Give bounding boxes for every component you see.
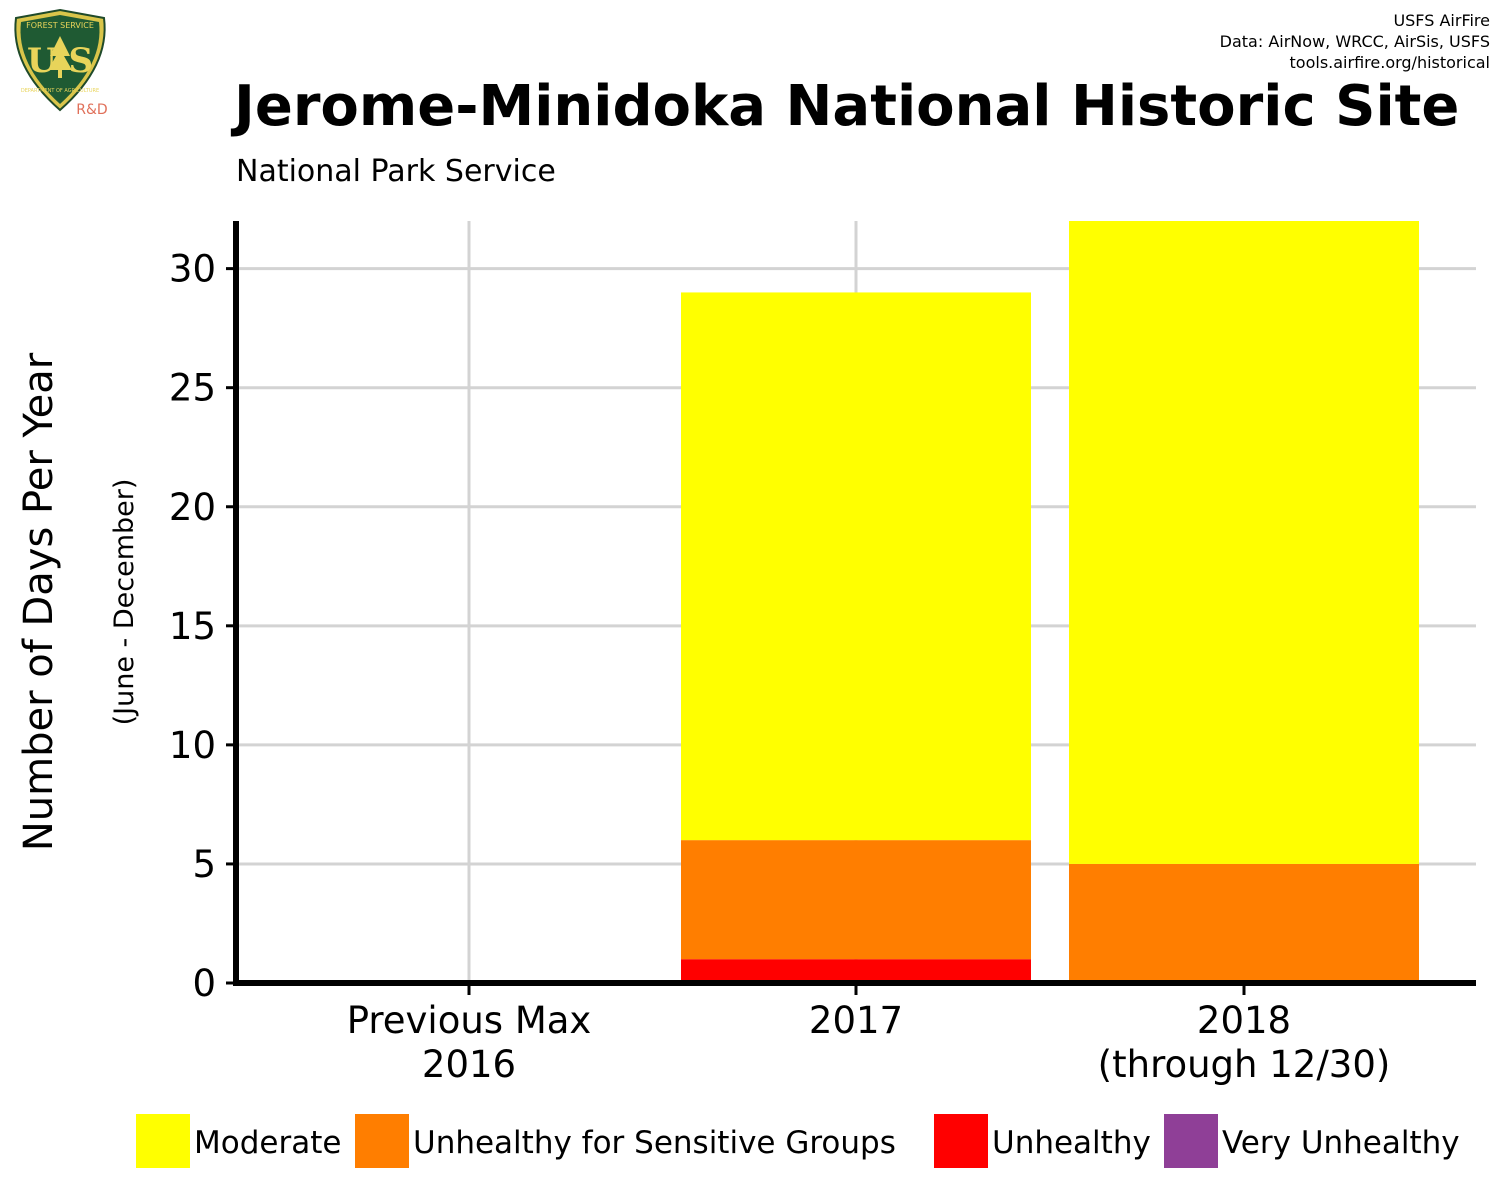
bar-segment: [681, 840, 1031, 960]
usfs-logo: FOREST SERVICE U S DEPARTMENT OF AGRICUL…: [14, 8, 108, 118]
tree-icon: [48, 36, 72, 78]
legend-label: Moderate: [194, 1125, 341, 1161]
logo-bottom-text: DEPARTMENT OF AGRICULTURE: [21, 88, 99, 94]
legend-swatch: [1164, 1114, 1218, 1168]
bar-segment: [1069, 221, 1419, 864]
x-tick-label: Previous Max: [347, 999, 592, 1042]
bars: [681, 221, 1419, 983]
credits-line-2: Data: AirNow, WRCC, AirSis, USFS: [1219, 32, 1490, 51]
x-tick-label: 2017: [809, 999, 903, 1042]
chart-subtitle: National Park Service: [236, 154, 556, 189]
bar-segment: [681, 959, 1031, 983]
y-tick-label: 0: [192, 962, 216, 1005]
y-tick-label: 25: [169, 367, 216, 410]
legend-label: Unhealthy for Sensitive Groups: [413, 1125, 896, 1161]
logo-rd-tag: R&D: [76, 102, 107, 118]
x-tick-label: (through 12/30): [1098, 1043, 1391, 1086]
bar-segment: [1069, 863, 1419, 983]
y-tick-label: 30: [169, 248, 216, 291]
axes: [226, 221, 1476, 995]
legend-label: Unhealthy: [992, 1125, 1151, 1161]
legend-label: Very Unhealthy: [1222, 1125, 1460, 1161]
credits: USFS AirFire Data: AirNow, WRCC, AirSis,…: [1220, 10, 1490, 73]
y-axis-sublabel: (June - December): [109, 479, 140, 726]
legend-swatch: [136, 1114, 190, 1168]
y-tick-label: 20: [169, 486, 216, 529]
y-axis-label: Number of Days Per Year: [16, 352, 62, 851]
legend-swatch: [934, 1114, 988, 1168]
logo-top-text: FOREST SERVICE: [26, 21, 94, 30]
y-tick-label: 5: [192, 843, 216, 886]
x-tick-label: 2016: [422, 1043, 516, 1086]
credits-line-1: USFS AirFire: [1393, 11, 1490, 30]
bar-segment: [681, 292, 1031, 841]
legend: Moderate Unhealthy for Sensitive Groups Un…: [136, 1114, 1460, 1168]
chart-title: Jerome-Minidoka National Historic Site: [234, 74, 1460, 139]
y-tick-label: 10: [169, 724, 216, 767]
x-tick-label: 2018: [1197, 999, 1291, 1042]
legend-swatch: [355, 1114, 409, 1168]
y-tick-label: 15: [169, 605, 216, 648]
credits-line-3: tools.airfire.org/historical: [1289, 53, 1490, 72]
